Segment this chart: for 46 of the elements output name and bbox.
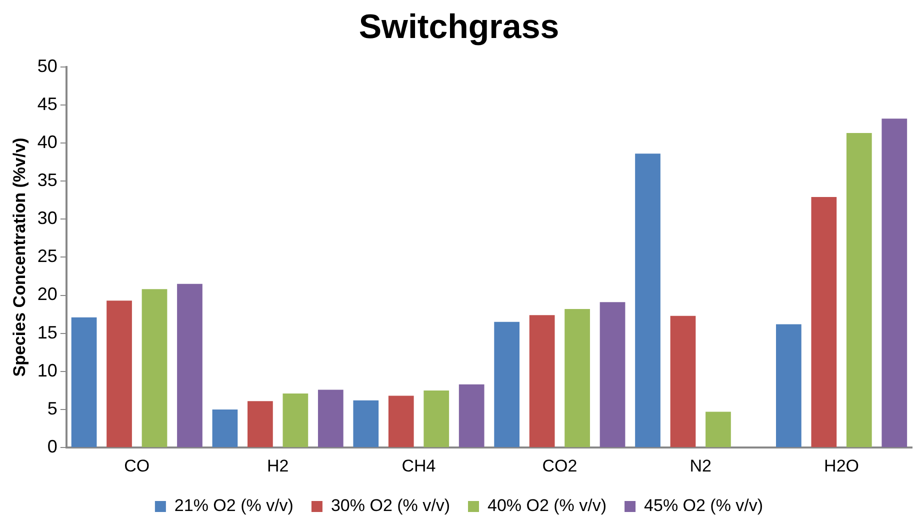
bar bbox=[142, 289, 168, 448]
bar bbox=[776, 324, 802, 448]
bar bbox=[353, 400, 379, 448]
bar bbox=[248, 401, 273, 448]
legend-label: 30% O2 (% v/v) bbox=[330, 496, 450, 516]
bar bbox=[635, 154, 660, 448]
bar bbox=[811, 197, 837, 448]
bar bbox=[212, 410, 238, 448]
x-tick-label: H2 bbox=[266, 456, 289, 476]
y-tick-label: 5 bbox=[47, 398, 58, 418]
bar bbox=[71, 317, 97, 448]
x-tick-label: CH4 bbox=[402, 456, 436, 476]
x-tick-label: CO bbox=[124, 456, 150, 476]
chart-title: Switchgrass bbox=[358, 8, 560, 46]
bar bbox=[846, 133, 872, 448]
x-tick-label: N2 bbox=[690, 456, 712, 476]
bar bbox=[318, 390, 344, 448]
bar bbox=[706, 412, 731, 448]
legend-label: 21% O2 (% v/v) bbox=[174, 496, 294, 516]
bar bbox=[564, 308, 590, 448]
bar bbox=[529, 315, 555, 448]
y-tick-label: 45 bbox=[37, 94, 58, 114]
bar bbox=[177, 284, 202, 448]
bar bbox=[106, 300, 132, 448]
y-tick-label: 20 bbox=[37, 284, 58, 304]
y-tick-label: 15 bbox=[37, 322, 58, 342]
y-tick-label: 35 bbox=[37, 170, 58, 190]
bar bbox=[458, 384, 484, 448]
bar bbox=[670, 316, 696, 448]
y-tick-label: 0 bbox=[47, 436, 58, 457]
x-tick-label: H2O bbox=[824, 456, 860, 476]
y-tick-label: 40 bbox=[37, 132, 58, 152]
y-tick-label: 30 bbox=[37, 208, 58, 228]
y-axis-title: Species Concentration (%v/v) bbox=[10, 138, 29, 377]
bar bbox=[424, 390, 450, 448]
bar bbox=[494, 322, 520, 448]
bar bbox=[282, 394, 308, 448]
legend-label: 40% O2 (% v/v) bbox=[488, 496, 607, 516]
bar bbox=[600, 302, 626, 448]
y-tick-label: 50 bbox=[37, 56, 58, 76]
bar bbox=[388, 396, 414, 448]
legend-label: 45% O2 (% v/v) bbox=[644, 496, 764, 516]
y-tick-label: 25 bbox=[37, 246, 58, 266]
x-tick-label: CO2 bbox=[542, 456, 578, 476]
bar bbox=[882, 118, 908, 448]
y-tick-label: 10 bbox=[37, 360, 58, 380]
